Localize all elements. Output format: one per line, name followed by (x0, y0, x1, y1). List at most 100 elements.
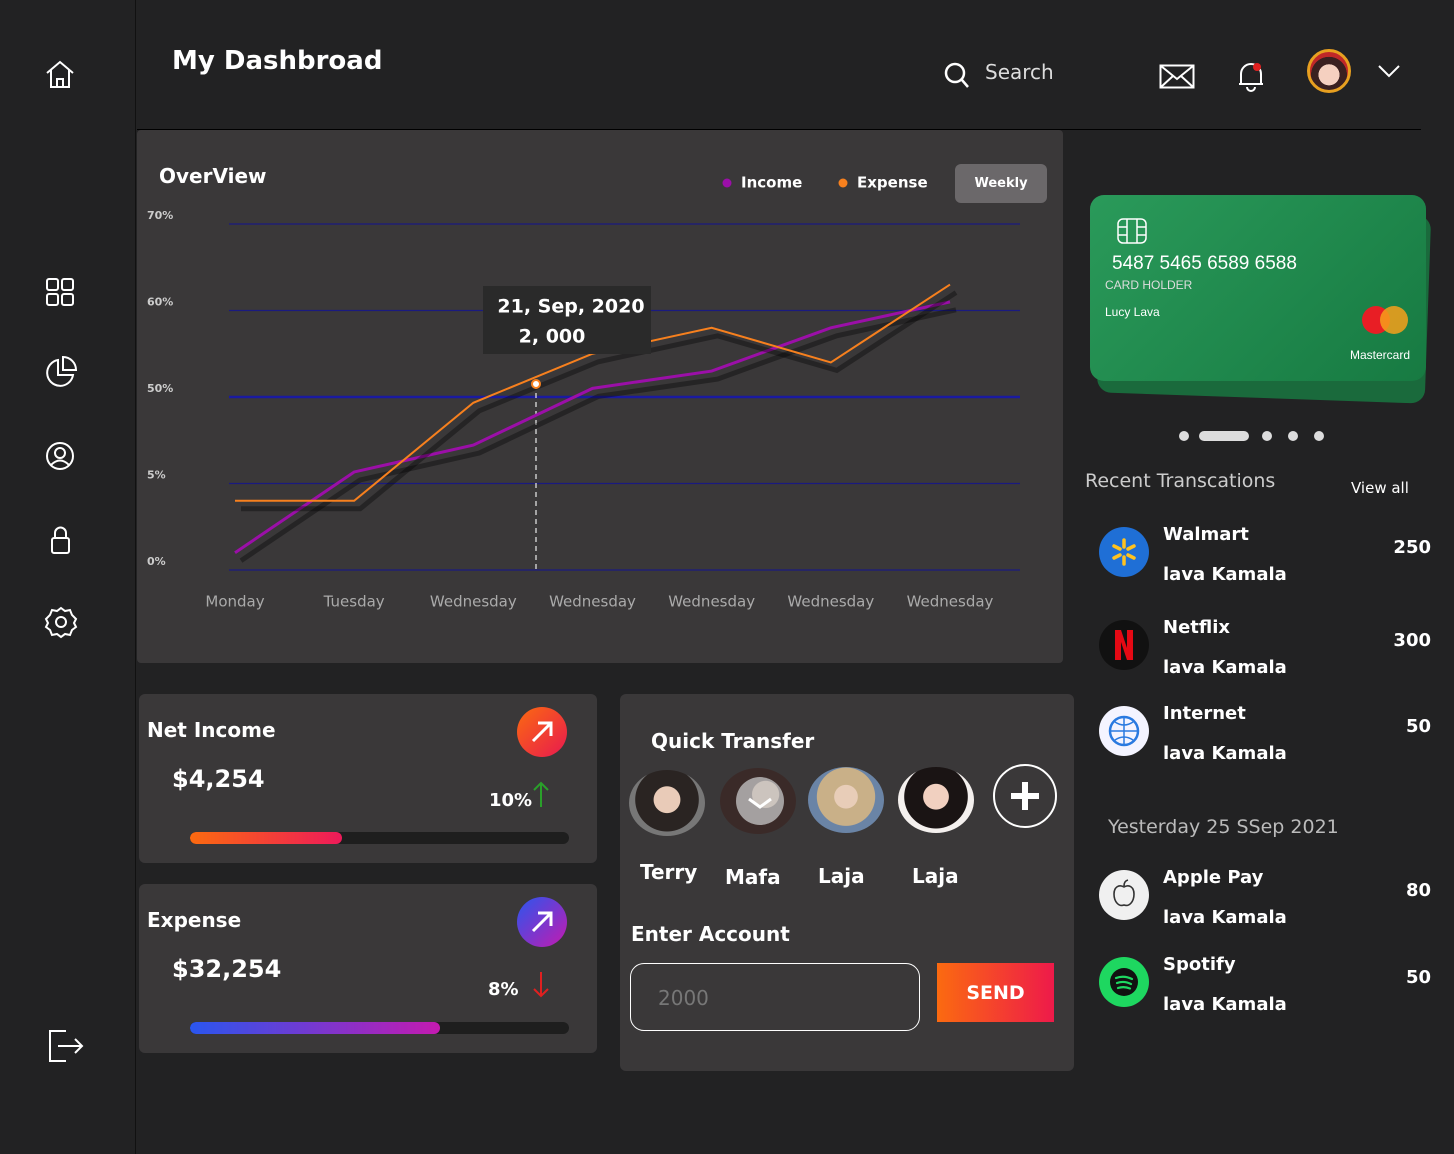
transaction-amount: 50 (1405, 967, 1431, 988)
down-arrow (533, 972, 549, 998)
hover-point (531, 379, 541, 389)
transaction-amount: 80 (1405, 880, 1431, 901)
yesterday-label: Yesterday 25 SSep 2021 (1108, 816, 1339, 838)
transaction-person: lava Kamala (1163, 564, 1287, 585)
account-label: Enter Account (631, 922, 790, 946)
grid-icon[interactable] (44, 276, 76, 312)
weekly-button[interactable]: Weekly (955, 164, 1047, 203)
transaction-name[interactable]: Netflix (1163, 617, 1230, 638)
net-income-progress (190, 832, 342, 844)
tooltip-box (483, 286, 651, 354)
user-avatar[interactable] (1307, 49, 1351, 93)
transaction-name[interactable]: Internet (1163, 703, 1246, 724)
contact-name[interactable]: Laja (818, 864, 865, 888)
up-arrow (533, 781, 549, 807)
tooltip-value: 2, 000 (519, 326, 586, 348)
transaction-amount: 250 (1393, 537, 1431, 558)
legend-label: Income (741, 174, 802, 192)
transaction-icon (1099, 706, 1149, 756)
send-button[interactable]: SEND (937, 963, 1054, 1022)
net-income-title: Net Income (147, 718, 276, 742)
view-all-link[interactable]: View all (1351, 479, 1409, 497)
contact-avatar[interactable] (808, 767, 884, 833)
carousel-dots[interactable] (1178, 428, 1328, 447)
account-input[interactable]: 2000 (630, 963, 920, 1031)
bell-icon[interactable] (1236, 60, 1266, 96)
legend-label: Expense (857, 174, 928, 192)
net-income-badge (517, 707, 567, 757)
settings-icon[interactable] (44, 605, 78, 643)
sidebar (0, 0, 136, 1154)
card-brand: Mastercard (1350, 348, 1411, 362)
x-tick-label: Monday (205, 593, 264, 611)
chart-icon[interactable] (44, 355, 78, 393)
mastercard-logo (1380, 306, 1408, 334)
transaction-person: lava Kamala (1163, 657, 1287, 678)
header-divider (137, 129, 1421, 130)
x-tick-label: Wednesday (907, 593, 994, 611)
transaction-icon (1099, 957, 1149, 1007)
contact-avatar[interactable] (629, 770, 705, 836)
line-shadow (241, 290, 958, 512)
transaction-amount: 300 (1393, 630, 1431, 651)
series-line (234, 300, 951, 554)
card-holder-label: CARD HOLDER (1105, 278, 1193, 292)
logout-icon[interactable] (46, 1028, 86, 1068)
credit-card[interactable]: 5487 5465 6589 6588 CARD HOLDER Lucy Lav… (1090, 195, 1426, 381)
page-title: My Dashbroad (172, 46, 383, 76)
expense-track (190, 1022, 569, 1034)
user-menu-chevron[interactable] (1377, 64, 1401, 84)
contact-avatar[interactable] (898, 767, 974, 833)
transactions-title: Recent Transcations (1085, 470, 1276, 492)
net-income-change: 10% (489, 790, 533, 811)
y-tick-label: 70% (147, 209, 173, 222)
legend-swatch (838, 178, 848, 188)
expense-title: Expense (147, 908, 242, 932)
x-tick-label: Wednesday (787, 593, 874, 611)
quick-transfer-title: Quick Transfer (651, 729, 815, 753)
x-tick-label: Wednesday (668, 593, 755, 611)
transaction-icon (1099, 620, 1149, 670)
transaction-amount: 50 (1405, 716, 1431, 737)
transaction-name[interactable]: Walmart (1163, 524, 1249, 545)
expense-amount: $32,254 (172, 955, 282, 983)
x-tick-label: Wednesday (430, 593, 517, 611)
profile-icon[interactable] (44, 440, 76, 476)
lock-icon[interactable] (44, 524, 76, 560)
search-icon[interactable] (944, 62, 970, 94)
expense-progress (190, 1022, 441, 1034)
contact-name[interactable]: Laja (912, 864, 959, 888)
transaction-person: lava Kamala (1163, 743, 1287, 764)
card-holder: Lucy Lava (1105, 305, 1160, 319)
net-income-track (190, 832, 569, 844)
transaction-name[interactable]: Spotify (1163, 954, 1236, 975)
transaction-icon (1099, 527, 1149, 577)
transaction-person: lava Kamala (1163, 994, 1287, 1015)
transaction-person: lava Kamala (1163, 907, 1287, 928)
x-tick-label: Wednesday (549, 593, 636, 611)
y-tick-label: 60% (147, 296, 173, 309)
legend-swatch (722, 178, 732, 188)
transaction-icon (1099, 870, 1149, 920)
contact-avatar[interactable] (720, 768, 796, 834)
contact-name[interactable]: Terry (640, 860, 698, 884)
line-shadow (239, 307, 957, 563)
expense-badge (517, 897, 567, 947)
overview-title: OverView (159, 164, 267, 188)
mail-icon[interactable] (1159, 64, 1195, 94)
x-tick-label: Tuesday (323, 593, 385, 611)
contact-name[interactable]: Mafa (725, 865, 781, 889)
transaction-name[interactable]: Apple Pay (1163, 867, 1264, 888)
search-label[interactable]: Search (985, 60, 1054, 84)
overview-chart: 0% 5% 50% 60% 70% Monday Tuesday Wednesday Wedne… (147, 174, 1020, 611)
y-tick-label: 0% (147, 555, 166, 568)
y-tick-label: 50% (147, 382, 173, 395)
home-icon[interactable] (44, 58, 76, 94)
net-income-amount: $4,254 (172, 765, 265, 793)
add-contact-button[interactable] (993, 764, 1057, 828)
card-chip (1117, 218, 1147, 244)
expense-change: 8% (488, 979, 519, 1000)
tooltip-date: 21, Sep, 2020 (497, 296, 644, 318)
y-tick-label: 5% (147, 469, 166, 482)
